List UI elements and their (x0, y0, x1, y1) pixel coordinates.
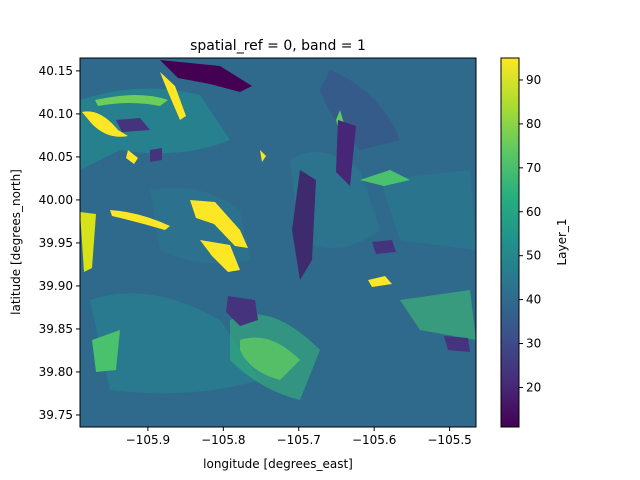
y-tick-label: 39.90 (39, 279, 73, 293)
y-tick-label: 39.85 (39, 322, 73, 336)
y-tick-label: 40.15 (39, 64, 73, 78)
colorbar (500, 57, 520, 428)
y-tick-label: 39.80 (39, 365, 73, 379)
x-tick-label: −105.6 (352, 433, 396, 447)
colorbar-tick-label: 90 (526, 73, 541, 87)
colorbar-tick-label: 60 (526, 205, 541, 219)
colorbar-tick-label: 30 (526, 337, 541, 351)
y-tick-label: 39.95 (39, 236, 73, 250)
x-axis-label: longitude [degrees_east] (203, 457, 353, 471)
y-tick-label: 40.10 (39, 107, 73, 121)
y-tick-label: 40.05 (39, 150, 73, 164)
colorbar-tick-label: 80 (526, 117, 541, 131)
colorbar-tick-label: 20 (526, 380, 541, 394)
colorbar-tick-label: 50 (526, 249, 541, 263)
x-axis: −105.9 −105.8 −105.7 −105.6 −105.5 (126, 427, 472, 447)
y-axis-label: latitude [degrees_north] (9, 169, 23, 315)
y-axis: 39.75 39.80 39.85 39.90 39.95 40.00 40.05 40.10… (39, 64, 80, 422)
x-tick-label: −105.7 (277, 433, 321, 447)
colorbar-axis: 20 30 40 50 60 70 80 90 (519, 73, 541, 394)
colorbar-tick-label: 70 (526, 161, 541, 175)
y-tick-label: 39.75 (39, 408, 73, 422)
y-tick-label: 40.00 (39, 193, 73, 207)
chart-title: spatial_ref = 0, band = 1 (190, 38, 366, 54)
colorbar-label: Layer_1 (555, 218, 569, 265)
x-tick-label: −105.5 (427, 433, 471, 447)
x-tick-label: −105.9 (126, 433, 170, 447)
x-tick-label: −105.8 (201, 433, 245, 447)
colorbar-tick-label: 40 (526, 293, 541, 307)
heatmap-raster (80, 58, 476, 427)
